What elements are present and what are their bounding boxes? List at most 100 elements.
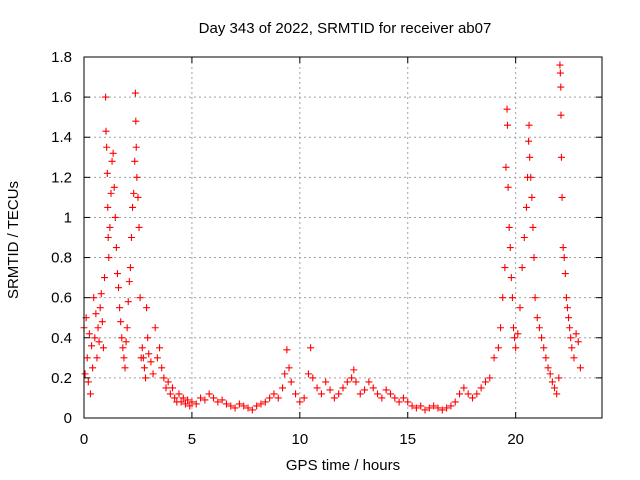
chart-title: Day 343 of 2022, SRMTID for receiver ab0… <box>199 20 492 37</box>
data-point <box>391 394 399 402</box>
data-point <box>102 127 110 135</box>
x-tick-label: 0 <box>80 431 88 448</box>
data-point <box>365 378 373 386</box>
data-point <box>105 254 113 262</box>
data-point <box>192 400 200 408</box>
data-point <box>125 278 133 286</box>
x-axis-label: GPS time / hours <box>286 457 400 474</box>
data-point <box>132 143 140 151</box>
data-point <box>90 294 98 302</box>
data-point <box>502 163 510 171</box>
data-point <box>469 394 476 402</box>
data-point <box>115 284 123 292</box>
data-point <box>287 378 295 386</box>
data-point <box>186 402 194 410</box>
data-point <box>417 402 425 410</box>
data-point <box>188 398 196 406</box>
data-point <box>548 378 556 386</box>
data-point <box>558 193 566 201</box>
x-tick-label: 5 <box>188 431 196 448</box>
data-point <box>501 264 509 272</box>
data-point <box>525 137 533 145</box>
data-point <box>560 254 568 262</box>
data-point <box>540 344 548 352</box>
data-point <box>542 354 550 362</box>
data-point <box>566 324 574 332</box>
data-point <box>330 394 338 402</box>
data-point <box>551 384 559 392</box>
data-point <box>570 354 578 362</box>
y-tick-label: 0.8 <box>51 250 72 267</box>
data-point <box>300 394 308 402</box>
data-point <box>399 394 407 402</box>
data-point <box>135 223 143 231</box>
data-point <box>85 330 93 338</box>
y-tick-label: 1.6 <box>51 89 72 106</box>
data-point <box>136 294 144 302</box>
data-point <box>123 324 131 332</box>
data-point <box>201 396 209 404</box>
data-point <box>307 344 315 352</box>
data-point <box>127 234 135 241</box>
x-tick-label: 15 <box>399 431 416 448</box>
data-point <box>553 390 561 398</box>
data-point <box>481 378 489 386</box>
data-point <box>505 223 513 231</box>
data-point <box>214 398 222 406</box>
data-point <box>96 304 104 312</box>
data-point <box>526 153 534 161</box>
data-point <box>531 294 539 302</box>
data-point <box>84 378 92 386</box>
data-point <box>494 344 502 352</box>
data-point <box>120 354 128 362</box>
data-point <box>142 374 150 382</box>
data-point <box>86 390 94 398</box>
data-point <box>83 354 91 362</box>
data-point <box>568 344 576 352</box>
data-point <box>97 290 105 298</box>
data-point <box>555 374 563 382</box>
y-tick-labels: 0 0.2 0.4 0.6 0.8 1 1.2 1.4 1.6 1.8 <box>51 49 72 427</box>
data-point <box>143 304 151 312</box>
data-point <box>112 244 120 252</box>
data-point <box>261 398 269 406</box>
plot-frame <box>83 56 603 419</box>
data-point <box>106 223 114 231</box>
data-point <box>464 390 472 398</box>
data-point <box>292 390 300 398</box>
data-point <box>567 334 575 342</box>
data-point <box>130 189 138 197</box>
data-point <box>512 344 520 352</box>
data-point <box>162 384 170 392</box>
data-point <box>131 157 139 165</box>
data-point <box>89 364 97 372</box>
data-points <box>80 61 584 414</box>
data-point <box>361 386 369 394</box>
x-tick-label: 20 <box>507 431 524 448</box>
data-point <box>557 153 565 161</box>
data-point <box>103 143 111 151</box>
data-point <box>522 203 530 211</box>
data-point <box>538 334 546 342</box>
data-point <box>281 370 289 378</box>
data-point <box>374 390 382 398</box>
data-point <box>104 234 112 241</box>
data-point <box>356 390 364 398</box>
data-point <box>279 384 287 392</box>
data-point <box>113 270 121 278</box>
data-point <box>576 364 584 372</box>
data-point <box>421 406 429 414</box>
data-point <box>118 334 126 342</box>
data-point <box>179 394 187 402</box>
data-point <box>151 324 159 332</box>
data-point <box>156 344 164 352</box>
data-point <box>117 318 125 326</box>
x-tick-labels: 0 5 10 15 20 <box>80 431 524 448</box>
data-point <box>518 264 526 272</box>
data-point <box>110 183 118 191</box>
data-point <box>103 169 111 177</box>
data-point <box>109 149 117 157</box>
data-point <box>222 400 230 408</box>
data-point <box>497 324 505 332</box>
data-point <box>557 83 565 91</box>
